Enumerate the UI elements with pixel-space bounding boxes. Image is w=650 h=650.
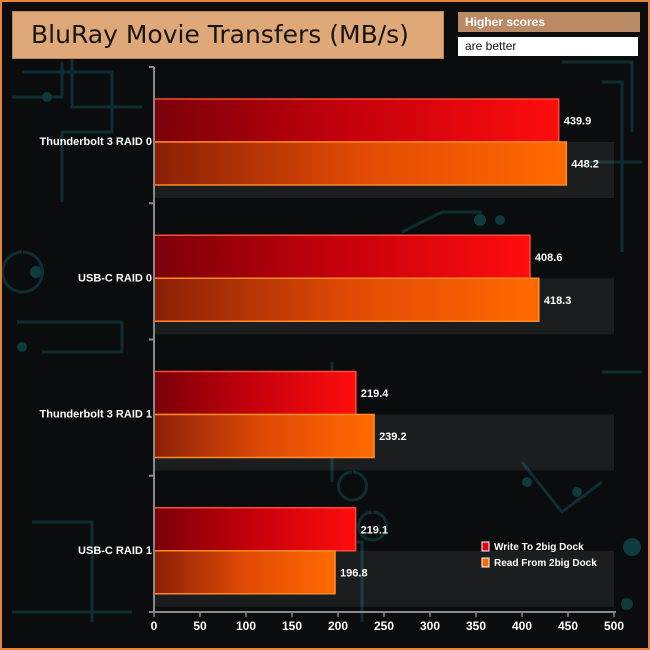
category-label: USB-C RAID 1 [78, 545, 152, 557]
x-tick-label: 0 [151, 619, 158, 633]
bar-read [153, 141, 568, 186]
x-tick-label: 150 [282, 619, 302, 633]
are-better-note: are better [458, 37, 638, 56]
bar-write [153, 98, 560, 143]
x-tick-label: 100 [236, 619, 256, 633]
legend-label: Write To 2big Dock [494, 542, 584, 553]
x-tick-label: 500 [604, 619, 624, 633]
data-label: 239.2 [379, 431, 407, 443]
category-label: Thunderbolt 3 RAID 1 [40, 409, 152, 421]
bar-read [153, 413, 375, 459]
category-label: Thunderbolt 3 RAID 0 [40, 136, 152, 148]
data-label: 448.2 [571, 159, 599, 171]
x-tick-label: 200 [328, 619, 348, 633]
x-tick-label: 400 [512, 619, 532, 633]
bar-read [153, 550, 336, 595]
data-label: 219.4 [361, 388, 389, 400]
bar-write [153, 507, 357, 552]
legend-label: Read From 2big Dock [494, 558, 597, 569]
data-label: 408.6 [535, 252, 563, 264]
x-tick-label: 300 [420, 619, 440, 633]
higher-scores-note: Higher scores [458, 12, 640, 32]
legend-swatch-read [481, 557, 490, 568]
bar-read [153, 277, 540, 322]
data-label: 219.1 [361, 524, 389, 536]
legend-swatch-write [481, 541, 490, 552]
data-label: 196.8 [340, 567, 368, 579]
x-tick-label: 250 [374, 619, 394, 633]
bar-write [153, 370, 357, 416]
x-tick-label: 50 [193, 619, 207, 633]
data-label: 439.9 [564, 116, 592, 128]
x-tick-label: 450 [558, 619, 578, 633]
data-label: 418.3 [544, 295, 572, 307]
bar-write [153, 234, 531, 279]
category-label: USB-C RAID 0 [78, 272, 152, 284]
x-tick-label: 350 [466, 619, 486, 633]
chart-title: BluRay Movie Transfers (MB/s) [12, 11, 444, 59]
